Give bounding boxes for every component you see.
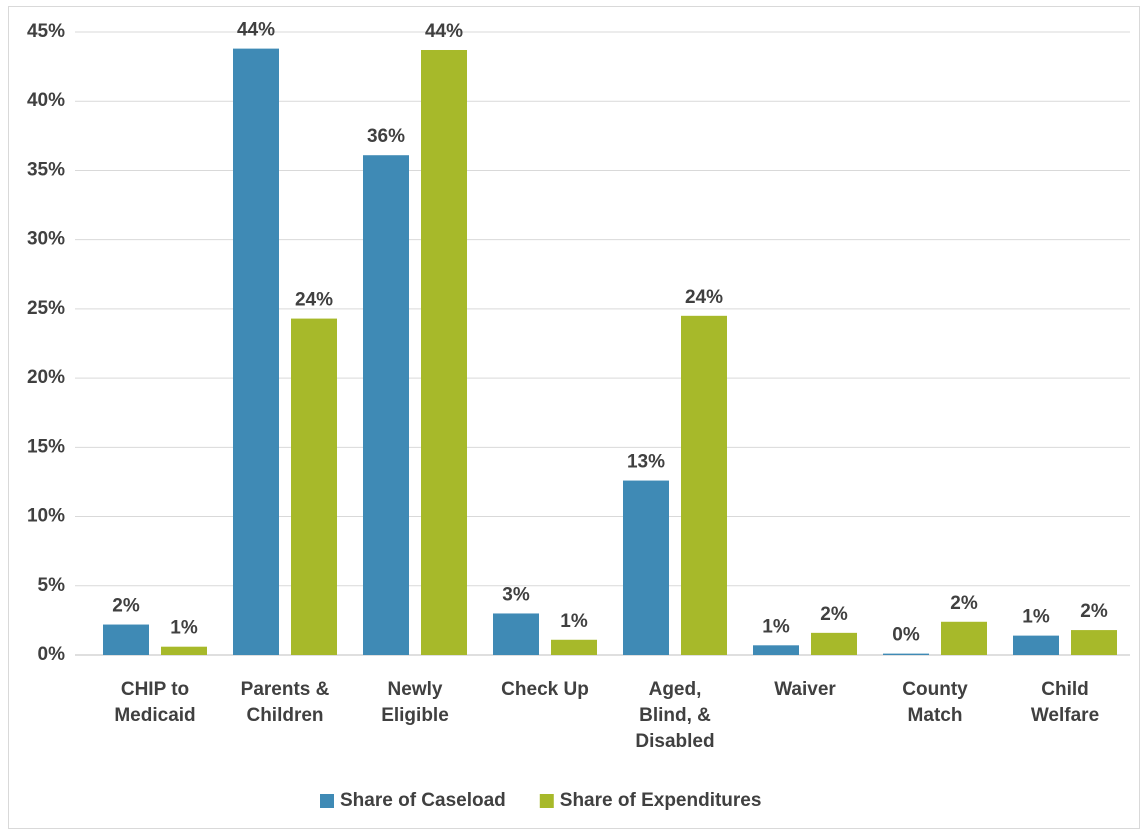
data-label: 13% <box>627 452 665 473</box>
chart-frame <box>8 6 1140 829</box>
bar <box>493 613 539 655</box>
x-tick-label: Child Welfare <box>1031 679 1099 726</box>
y-tick-label: 45% <box>27 21 65 42</box>
data-label: 44% <box>237 20 275 41</box>
y-tick-label: 0% <box>38 644 66 665</box>
data-label: 0% <box>892 625 920 646</box>
bar <box>883 653 929 655</box>
data-label: 3% <box>502 584 530 605</box>
x-tick-label: Newly Eligible <box>381 679 449 726</box>
bar <box>363 155 409 655</box>
data-label: 1% <box>560 611 588 632</box>
data-label: 36% <box>367 126 405 147</box>
x-tick-label: Parents & Children <box>241 679 330 726</box>
x-tick-label: Check Up <box>501 679 589 700</box>
bar <box>421 49 467 655</box>
y-tick-label: 30% <box>27 229 65 250</box>
bar <box>161 646 207 655</box>
legend-label: Share of Caseload <box>340 790 506 811</box>
y-tick-label: 5% <box>38 575 66 596</box>
bar <box>811 632 857 655</box>
bar <box>681 315 727 655</box>
bar <box>753 645 799 655</box>
bar <box>941 621 987 655</box>
x-tick-label: Aged, Blind, & Disabled <box>635 679 714 752</box>
y-tick-label: 40% <box>27 90 65 111</box>
y-tick-label: 20% <box>27 367 65 388</box>
data-label: 2% <box>1080 601 1108 622</box>
bar <box>551 639 597 655</box>
bar <box>233 48 279 655</box>
x-tick-label: Waiver <box>774 679 836 700</box>
y-tick-label: 10% <box>27 506 65 527</box>
data-label: 1% <box>762 616 790 637</box>
data-label: 24% <box>295 290 333 311</box>
x-tick-label: CHIP to Medicaid <box>114 679 195 726</box>
y-tick-label: 35% <box>27 159 65 180</box>
data-label: 1% <box>1022 607 1050 628</box>
bar <box>1071 630 1117 655</box>
data-label: 2% <box>950 593 978 614</box>
bar <box>1013 635 1059 655</box>
y-tick-label: 15% <box>27 436 65 457</box>
bar <box>291 318 337 655</box>
x-tick-label: County Match <box>902 679 968 726</box>
data-label: 1% <box>170 618 198 639</box>
legend-swatch <box>320 794 334 808</box>
legend-label: Share of Expenditures <box>560 790 762 811</box>
bar <box>103 624 149 655</box>
bar <box>623 480 669 655</box>
y-tick-label: 25% <box>27 298 65 319</box>
data-label: 2% <box>820 604 848 625</box>
data-label: 44% <box>425 21 463 42</box>
data-label: 24% <box>685 287 723 308</box>
data-label: 2% <box>112 596 140 617</box>
legend-swatch <box>539 794 554 808</box>
